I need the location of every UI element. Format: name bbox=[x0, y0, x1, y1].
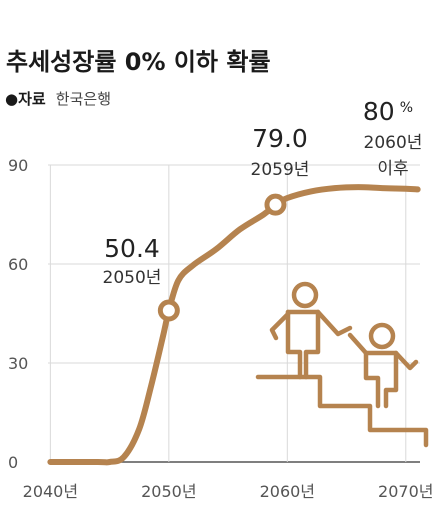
annotation-value-2060: 80 % bbox=[363, 97, 413, 126]
source-label: ●자료 bbox=[5, 90, 46, 108]
y-tick-label-30: 30 bbox=[8, 354, 28, 373]
chart-title: 추세성장률 0% 이하 확률 bbox=[6, 48, 271, 76]
y-axis-ticks: 0 30 60 90 bbox=[8, 156, 28, 472]
y-tick-label-0: 0 bbox=[8, 453, 18, 472]
x-tick-label-2050: 2050년 bbox=[141, 482, 196, 501]
x-tick-label-2070: 2070년 bbox=[378, 482, 433, 501]
markers bbox=[157, 193, 287, 322]
x-tick-label-2040: 2040년 bbox=[23, 482, 78, 501]
annotation-year-2050: 2050년 bbox=[103, 268, 162, 288]
grid bbox=[48, 164, 420, 463]
people-climbing-stairs-helping-icon bbox=[255, 281, 429, 448]
annotation-year-2060: 2060년 bbox=[364, 133, 423, 153]
chart-source: ●자료 한국은행 bbox=[5, 89, 111, 108]
data-point-2050 bbox=[157, 299, 180, 322]
x-axis-ticks: 2040년 2050년 2060년 2070년 bbox=[23, 482, 434, 501]
data-point-2059 bbox=[264, 193, 287, 216]
annotation-value-2060-unit: % bbox=[400, 100, 413, 116]
y-tick-label-90: 90 bbox=[8, 156, 28, 175]
series-line bbox=[47, 184, 421, 466]
x-tick-label-2060: 2060년 bbox=[260, 482, 315, 501]
annotation-value-2059: 79.0 bbox=[252, 124, 308, 153]
annotation-year-2059: 2059년 bbox=[251, 160, 310, 180]
annotation-value-2050: 50.4 bbox=[104, 234, 160, 263]
annotation-year-2060-after: 이후 bbox=[377, 159, 408, 179]
y-tick-label-60: 60 bbox=[8, 255, 28, 274]
annotation-value-2060-number: 80 bbox=[363, 97, 395, 126]
source-name: 한국은행 bbox=[56, 90, 111, 108]
